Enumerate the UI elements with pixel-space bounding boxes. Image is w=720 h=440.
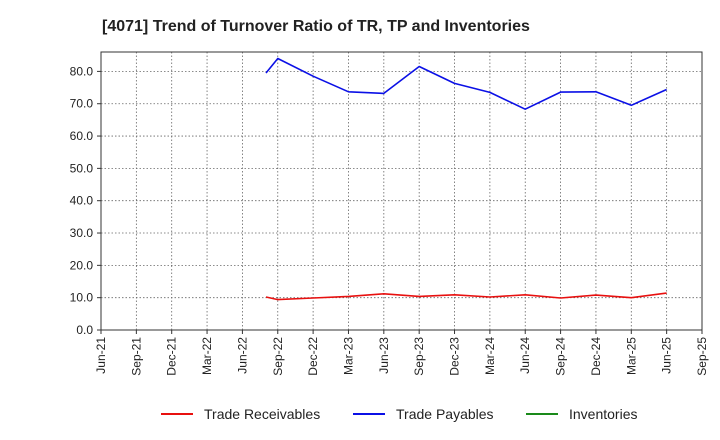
series-line-trade-payables [265, 57, 667, 110]
gridlines [101, 52, 702, 330]
x-tick-label: Jun-23 [377, 337, 391, 374]
x-tick-label: Jun-24 [518, 337, 532, 374]
plot-frame [100, 51, 703, 331]
axes [97, 51, 703, 334]
y-tick-label: 20.0 [70, 258, 94, 272]
legend-label-trade-receivables: Trade Receivables [204, 406, 320, 422]
legend: Trade Receivables Trade Payables Inventori… [161, 406, 637, 422]
x-tick-label: Sep-23 [412, 337, 426, 376]
x-tick-label: Mar-22 [200, 337, 214, 375]
series-line-trade-receivables [265, 292, 667, 301]
y-tick-label: 10.0 [70, 291, 94, 305]
x-tick-label: Dec-21 [165, 337, 179, 376]
y-tick-label: 50.0 [70, 161, 94, 175]
x-tick-label: Dec-23 [448, 337, 462, 376]
x-tick-label: Dec-24 [589, 337, 603, 376]
x-tick-label: Sep-22 [271, 337, 285, 376]
y-tick-label: 60.0 [70, 129, 94, 143]
x-tick-label: Jun-21 [94, 337, 108, 374]
x-tick-label: Mar-24 [483, 337, 497, 375]
y-tick-label: 0.0 [76, 323, 93, 337]
y-tick-labels: 0.0 10.0 20.0 30.0 40.0 50.0 60.0 70.0 80.0 [70, 64, 94, 337]
y-tick-label: 40.0 [70, 194, 94, 208]
x-tick-label: Jun-25 [660, 337, 674, 374]
legend-label-inventories: Inventories [569, 406, 637, 422]
x-tick-label: Sep-25 [695, 337, 709, 376]
x-tick-labels: Jun-21 Sep-21 Dec-21 Mar-22 Jun-22 Sep-22 Dec-… [94, 337, 709, 376]
x-tick-label: Mar-23 [341, 337, 355, 375]
x-tick-label: Mar-25 [624, 337, 638, 375]
y-tick-label: 70.0 [70, 97, 94, 111]
x-tick-label: Sep-21 [129, 337, 143, 376]
chart-title: [4071] Trend of Turnover Ratio of TR, TP… [102, 18, 530, 35]
x-tick-label: Sep-24 [554, 337, 568, 376]
y-tick-label: 80.0 [70, 64, 94, 78]
y-tick-label: 30.0 [70, 226, 94, 240]
series-lines [265, 57, 667, 301]
legend-label-trade-payables: Trade Payables [396, 406, 494, 422]
x-tick-label: Jun-22 [235, 337, 249, 374]
x-tick-label: Dec-22 [306, 337, 320, 376]
